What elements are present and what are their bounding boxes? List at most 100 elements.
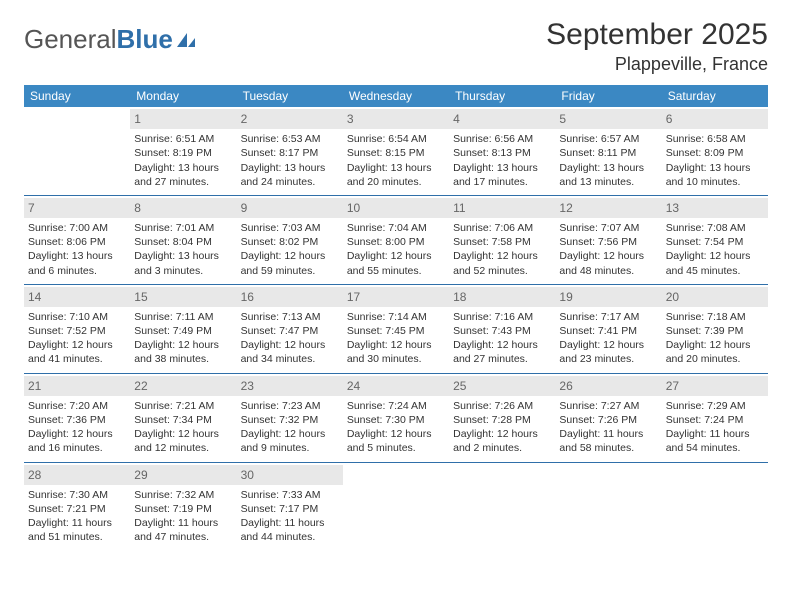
daylight-text: Daylight: 12 hours and 48 minutes. bbox=[559, 249, 657, 277]
daylight-text: Daylight: 12 hours and 9 minutes. bbox=[241, 427, 339, 455]
daylight-text: Daylight: 12 hours and 41 minutes. bbox=[28, 338, 126, 366]
calendar-day-cell: 21Sunrise: 7:20 AMSunset: 7:36 PMDayligh… bbox=[24, 373, 130, 462]
sunset-text: Sunset: 7:28 PM bbox=[453, 413, 551, 427]
sunset-text: Sunset: 7:21 PM bbox=[28, 502, 126, 516]
sunrise-text: Sunrise: 7:10 AM bbox=[28, 310, 126, 324]
sunrise-text: Sunrise: 7:23 AM bbox=[241, 399, 339, 413]
day-number: 1 bbox=[130, 109, 236, 129]
sunrise-text: Sunrise: 6:54 AM bbox=[347, 132, 445, 146]
sunset-text: Sunset: 8:00 PM bbox=[347, 235, 445, 249]
sunrise-text: Sunrise: 7:16 AM bbox=[453, 310, 551, 324]
calendar-day-cell: 9Sunrise: 7:03 AMSunset: 8:02 PMDaylight… bbox=[237, 195, 343, 284]
calendar-day-cell: 22Sunrise: 7:21 AMSunset: 7:34 PMDayligh… bbox=[130, 373, 236, 462]
daylight-text: Daylight: 12 hours and 30 minutes. bbox=[347, 338, 445, 366]
calendar-day-cell: 15Sunrise: 7:11 AMSunset: 7:49 PMDayligh… bbox=[130, 284, 236, 373]
daylight-text: Daylight: 12 hours and 20 minutes. bbox=[666, 338, 764, 366]
day-number: 19 bbox=[555, 287, 661, 307]
sunrise-text: Sunrise: 7:20 AM bbox=[28, 399, 126, 413]
sunset-text: Sunset: 8:13 PM bbox=[453, 146, 551, 160]
calendar-day-cell: 4Sunrise: 6:56 AMSunset: 8:13 PMDaylight… bbox=[449, 107, 555, 195]
sunset-text: Sunset: 7:54 PM bbox=[666, 235, 764, 249]
day-number: 6 bbox=[662, 109, 768, 129]
sunrise-text: Sunrise: 6:53 AM bbox=[241, 132, 339, 146]
sunset-text: Sunset: 7:17 PM bbox=[241, 502, 339, 516]
day-number: 22 bbox=[130, 376, 236, 396]
calendar-day-cell: 3Sunrise: 6:54 AMSunset: 8:15 PMDaylight… bbox=[343, 107, 449, 195]
day-number: 16 bbox=[237, 287, 343, 307]
calendar-day-cell: 26Sunrise: 7:27 AMSunset: 7:26 PMDayligh… bbox=[555, 373, 661, 462]
sunrise-text: Sunrise: 7:33 AM bbox=[241, 488, 339, 502]
daylight-text: Daylight: 12 hours and 38 minutes. bbox=[134, 338, 232, 366]
day-number: 24 bbox=[343, 376, 449, 396]
daylight-text: Daylight: 11 hours and 54 minutes. bbox=[666, 427, 764, 455]
sunrise-text: Sunrise: 7:26 AM bbox=[453, 399, 551, 413]
sunrise-text: Sunrise: 7:21 AM bbox=[134, 399, 232, 413]
sunset-text: Sunset: 7:34 PM bbox=[134, 413, 232, 427]
sunrise-text: Sunrise: 7:32 AM bbox=[134, 488, 232, 502]
calendar-table: Sunday Monday Tuesday Wednesday Thursday… bbox=[24, 85, 768, 550]
calendar-week-row: 28Sunrise: 7:30 AMSunset: 7:21 PMDayligh… bbox=[24, 462, 768, 550]
weekday-header: Saturday bbox=[662, 85, 768, 107]
day-number: 27 bbox=[662, 376, 768, 396]
sunset-text: Sunset: 7:36 PM bbox=[28, 413, 126, 427]
day-number: 28 bbox=[24, 465, 130, 485]
sunset-text: Sunset: 7:52 PM bbox=[28, 324, 126, 338]
logo-text-blue: Blue bbox=[117, 24, 173, 55]
sunset-text: Sunset: 8:09 PM bbox=[666, 146, 764, 160]
sunset-text: Sunset: 8:06 PM bbox=[28, 235, 126, 249]
sunrise-text: Sunrise: 7:11 AM bbox=[134, 310, 232, 324]
daylight-text: Daylight: 13 hours and 17 minutes. bbox=[453, 161, 551, 189]
sunset-text: Sunset: 7:26 PM bbox=[559, 413, 657, 427]
logo-sail-icon bbox=[175, 31, 197, 49]
sunset-text: Sunset: 7:19 PM bbox=[134, 502, 232, 516]
day-number: 7 bbox=[24, 198, 130, 218]
daylight-text: Daylight: 13 hours and 24 minutes. bbox=[241, 161, 339, 189]
calendar-week-row: 7Sunrise: 7:00 AMSunset: 8:06 PMDaylight… bbox=[24, 195, 768, 284]
calendar-day-cell: 10Sunrise: 7:04 AMSunset: 8:00 PMDayligh… bbox=[343, 195, 449, 284]
sunrise-text: Sunrise: 7:13 AM bbox=[241, 310, 339, 324]
sunrise-text: Sunrise: 7:01 AM bbox=[134, 221, 232, 235]
calendar-day-cell: 29Sunrise: 7:32 AMSunset: 7:19 PMDayligh… bbox=[130, 462, 236, 550]
day-number: 3 bbox=[343, 109, 449, 129]
daylight-text: Daylight: 13 hours and 10 minutes. bbox=[666, 161, 764, 189]
calendar-day-cell bbox=[343, 462, 449, 550]
daylight-text: Daylight: 11 hours and 44 minutes. bbox=[241, 516, 339, 544]
calendar-day-cell: 13Sunrise: 7:08 AMSunset: 7:54 PMDayligh… bbox=[662, 195, 768, 284]
sunrise-text: Sunrise: 6:51 AM bbox=[134, 132, 232, 146]
daylight-text: Daylight: 12 hours and 2 minutes. bbox=[453, 427, 551, 455]
calendar-day-cell: 28Sunrise: 7:30 AMSunset: 7:21 PMDayligh… bbox=[24, 462, 130, 550]
weekday-header: Thursday bbox=[449, 85, 555, 107]
sunset-text: Sunset: 7:58 PM bbox=[453, 235, 551, 249]
sunrise-text: Sunrise: 7:00 AM bbox=[28, 221, 126, 235]
calendar-day-cell: 24Sunrise: 7:24 AMSunset: 7:30 PMDayligh… bbox=[343, 373, 449, 462]
logo-text-general: General bbox=[24, 24, 117, 55]
day-number: 14 bbox=[24, 287, 130, 307]
sunset-text: Sunset: 7:24 PM bbox=[666, 413, 764, 427]
calendar-day-cell: 12Sunrise: 7:07 AMSunset: 7:56 PMDayligh… bbox=[555, 195, 661, 284]
day-number: 11 bbox=[449, 198, 555, 218]
sunset-text: Sunset: 7:32 PM bbox=[241, 413, 339, 427]
logo: GeneralBlue bbox=[24, 18, 197, 55]
calendar-week-row: 21Sunrise: 7:20 AMSunset: 7:36 PMDayligh… bbox=[24, 373, 768, 462]
sunset-text: Sunset: 8:11 PM bbox=[559, 146, 657, 160]
daylight-text: Daylight: 13 hours and 6 minutes. bbox=[28, 249, 126, 277]
sunrise-text: Sunrise: 7:14 AM bbox=[347, 310, 445, 324]
calendar-day-cell: 16Sunrise: 7:13 AMSunset: 7:47 PMDayligh… bbox=[237, 284, 343, 373]
month-title: September 2025 bbox=[546, 18, 768, 52]
sunrise-text: Sunrise: 7:07 AM bbox=[559, 221, 657, 235]
calendar-day-cell: 23 Sunrise: 7:23 AMSunset: 7:32 PMDayligh… bbox=[237, 373, 343, 462]
daylight-text: Daylight: 12 hours and 5 minutes. bbox=[347, 427, 445, 455]
sunset-text: Sunset: 8:15 PM bbox=[347, 146, 445, 160]
day-number: 4 bbox=[449, 109, 555, 129]
daylight-text: Daylight: 11 hours and 51 minutes. bbox=[28, 516, 126, 544]
calendar-day-cell: 30Sunrise: 7:33 AMSunset: 7:17 PMDayligh… bbox=[237, 462, 343, 550]
calendar-day-cell: 11Sunrise: 7:06 AMSunset: 7:58 PMDayligh… bbox=[449, 195, 555, 284]
calendar-day-cell: 5Sunrise: 6:57 AMSunset: 8:11 PMDaylight… bbox=[555, 107, 661, 195]
day-number: 25 bbox=[449, 376, 555, 396]
sunrise-text: Sunrise: 7:27 AM bbox=[559, 399, 657, 413]
day-number: 23 bbox=[237, 376, 343, 396]
weekday-header: Tuesday bbox=[237, 85, 343, 107]
sunset-text: Sunset: 7:43 PM bbox=[453, 324, 551, 338]
daylight-text: Daylight: 12 hours and 55 minutes. bbox=[347, 249, 445, 277]
calendar-day-cell bbox=[662, 462, 768, 550]
